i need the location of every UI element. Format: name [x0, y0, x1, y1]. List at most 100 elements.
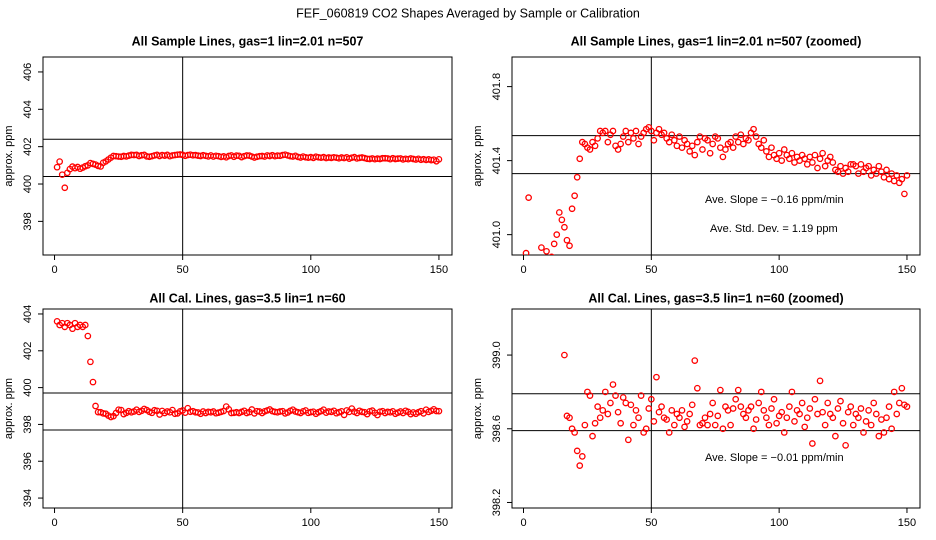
- panel-title: All Sample Lines, gas=1 lin=2.01 n=507 (…: [571, 34, 862, 48]
- point: [832, 432, 839, 440]
- point: [647, 395, 655, 403]
- y-tick-label: 398.6: [491, 415, 503, 443]
- point: [571, 429, 578, 436]
- point: [816, 155, 824, 163]
- panel-title: All Cal. Lines, gas=3.5 lin=1 n=60: [149, 291, 345, 305]
- point: [862, 418, 870, 425]
- point: [732, 395, 740, 403]
- point: [637, 392, 645, 399]
- point: [783, 414, 791, 422]
- point: [604, 138, 612, 146]
- point: [670, 421, 678, 429]
- y-tick-label: 398: [22, 415, 34, 433]
- point: [586, 392, 594, 399]
- x-tick-label: 100: [302, 264, 320, 276]
- point: [619, 394, 627, 401]
- point: [880, 429, 888, 436]
- point: [755, 399, 763, 407]
- point: [809, 159, 816, 166]
- point: [87, 358, 94, 366]
- point: [658, 403, 665, 411]
- point: [814, 164, 821, 172]
- y-tick-label: 404: [22, 100, 34, 118]
- point: [709, 140, 717, 148]
- point: [627, 401, 635, 409]
- point: [84, 332, 92, 340]
- point: [893, 172, 901, 179]
- point: [742, 414, 750, 422]
- point: [867, 421, 875, 429]
- x-tick-label: 0: [520, 517, 526, 529]
- point: [688, 401, 696, 409]
- point: [811, 395, 819, 403]
- point: [819, 408, 826, 416]
- point: [872, 410, 880, 418]
- point: [765, 421, 773, 429]
- point: [816, 377, 824, 385]
- point: [601, 388, 609, 396]
- point: [604, 410, 612, 418]
- point: [760, 406, 768, 414]
- point: [653, 373, 660, 381]
- point: [752, 416, 760, 423]
- point: [686, 410, 694, 418]
- point: [433, 407, 440, 415]
- point: [747, 403, 755, 411]
- point: [763, 148, 770, 155]
- point: [839, 419, 847, 427]
- point: [668, 131, 676, 139]
- y-tick-label: 398: [22, 212, 34, 230]
- point: [883, 166, 890, 174]
- point: [632, 127, 640, 135]
- point: [435, 407, 443, 415]
- point: [632, 406, 640, 414]
- x-tick-label: 0: [51, 517, 57, 529]
- point: [614, 408, 622, 416]
- point: [663, 416, 671, 423]
- point: [901, 190, 908, 198]
- point: [757, 144, 765, 152]
- point: [760, 136, 768, 144]
- annotation: Ave. Slope = −0.16 ppm/min: [705, 194, 844, 206]
- x-tick-label: 50: [645, 517, 657, 529]
- point: [727, 421, 734, 429]
- point: [798, 399, 806, 407]
- point: [847, 403, 855, 411]
- point: [875, 432, 883, 440]
- point: [844, 168, 852, 176]
- point: [883, 414, 890, 422]
- panel-title: All Cal. Lines, gas=3.5 lin=1 n=60 (zoom…: [588, 291, 843, 305]
- point: [857, 160, 865, 168]
- point: [893, 410, 901, 418]
- point: [522, 249, 530, 255]
- point: [678, 406, 686, 414]
- point: [591, 142, 599, 150]
- x-tick-label: 100: [302, 517, 320, 529]
- point: [714, 412, 722, 420]
- point: [568, 205, 576, 213]
- point: [780, 429, 788, 436]
- point: [581, 421, 589, 429]
- point: [617, 140, 624, 148]
- point: [778, 408, 786, 416]
- point: [609, 127, 617, 135]
- point: [734, 386, 742, 394]
- point: [642, 425, 650, 433]
- point: [115, 406, 122, 414]
- point: [630, 421, 637, 429]
- point: [829, 414, 837, 422]
- point: [750, 125, 757, 133]
- point: [770, 395, 778, 403]
- point: [630, 135, 637, 142]
- point: [719, 425, 727, 433]
- point: [596, 414, 604, 422]
- point: [650, 418, 658, 425]
- point: [757, 388, 765, 396]
- point: [561, 351, 568, 359]
- y-tick-label: 402: [22, 137, 34, 155]
- y-tick-label: 396: [22, 452, 34, 470]
- point: [619, 133, 627, 140]
- y-tick-label: 394: [22, 489, 34, 507]
- point: [780, 146, 788, 153]
- point: [888, 425, 895, 433]
